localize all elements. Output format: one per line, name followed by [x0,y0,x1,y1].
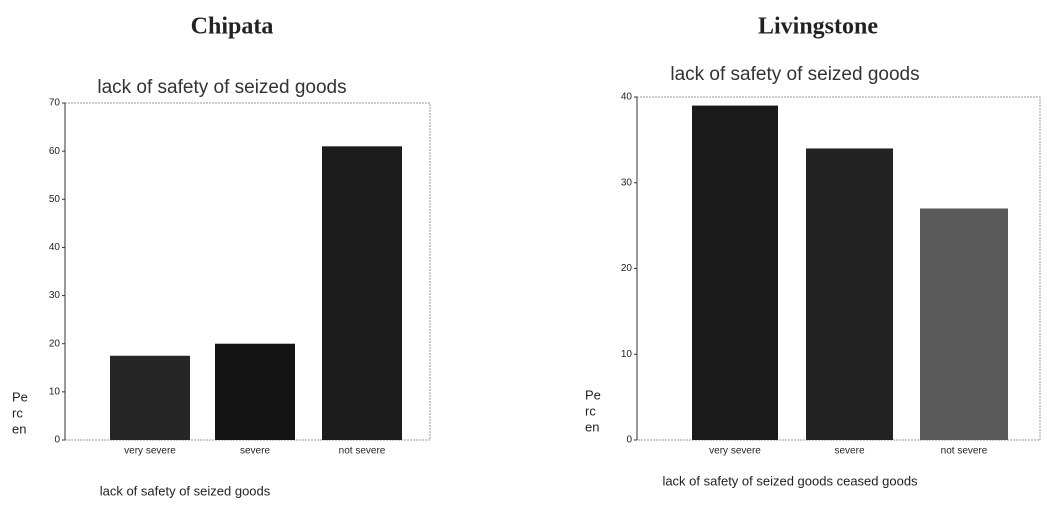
y-tick-label: 50 [49,194,61,205]
y-tick-label: 30 [621,177,633,188]
x-tick-label: very severe [709,446,761,457]
y-tick-label: 40 [621,92,633,103]
y-tick-label: 20 [49,338,61,349]
y-tick-label: 20 [621,263,633,274]
y-axis-label: en [12,421,26,436]
bar [920,208,1008,440]
y-tick-label: 60 [49,146,61,157]
x-tick-label: very severe [124,446,176,457]
y-tick-label: 30 [49,290,61,301]
x-tick-label: severe [240,446,270,457]
y-axis-label: en [585,419,599,434]
y-tick-label: 10 [49,386,61,397]
y-axis-label: rc [12,405,23,420]
chart-heading: Livingstone [758,14,878,40]
bar [806,148,893,440]
x-axis-label: lack of safety of seized goods [100,483,271,498]
bar [215,343,295,440]
bar [110,355,190,440]
x-axis-label: lack of safety of seized goods ceased go… [662,473,918,488]
chart-heading: Chipata [191,14,274,40]
y-tick-label: 0 [626,435,632,446]
y-tick-label: 40 [49,242,61,253]
y-tick-label: 0 [54,435,60,446]
bar [692,105,778,440]
y-axis-label: rc [585,403,596,418]
bar [322,146,402,441]
x-tick-label: not severe [339,446,386,457]
x-tick-label: severe [834,446,864,457]
x-tick-label: not severe [941,446,988,457]
y-tick-label: 10 [621,349,633,360]
y-axis-label: Pe [585,387,601,402]
y-tick-label: 70 [49,98,61,109]
chart-title: lack of safety of seized goods [670,64,919,85]
chart-title: lack of safety of seized goods [97,77,346,98]
y-axis-label: Pe [12,389,28,404]
